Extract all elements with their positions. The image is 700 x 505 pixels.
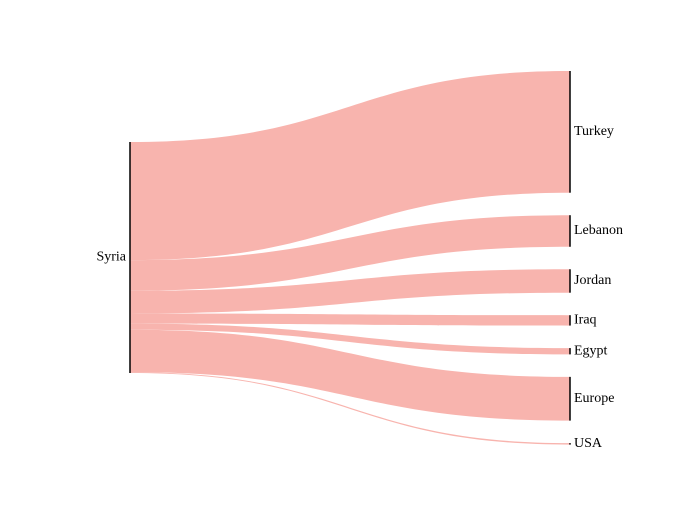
- target-label-europe: Europe: [574, 391, 614, 406]
- target-label-usa: USA: [574, 436, 603, 451]
- flow-jordan: [130, 269, 570, 314]
- flow-europe: [130, 329, 570, 421]
- nodes-group: [129, 71, 571, 445]
- flows-group: [130, 71, 570, 445]
- source-label: Syria: [96, 250, 126, 265]
- labels-group: Syria Turkey Lebanon Jordan Iraq Egypt Europe…: [96, 124, 623, 451]
- target-label-jordan: Jordan: [574, 273, 611, 288]
- flow-turkey: [130, 71, 570, 261]
- target-label-egypt: Egypt: [574, 343, 608, 358]
- target-label-turkey: Turkey: [574, 124, 614, 139]
- flow-egypt: [130, 323, 570, 355]
- target-label-iraq: Iraq: [574, 313, 597, 328]
- target-label-lebanon: Lebanon: [574, 223, 623, 238]
- flow-iraq: [130, 313, 570, 326]
- flow-lebanon: [130, 215, 570, 291]
- flow-usa: [130, 372, 570, 445]
